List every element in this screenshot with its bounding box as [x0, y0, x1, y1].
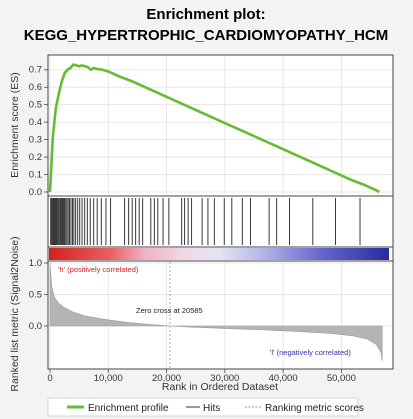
x-tick-label: 20,000 [152, 373, 181, 384]
es-tick-label: 0.0 [29, 187, 42, 198]
es-tick-label: 0.4 [29, 117, 42, 128]
metric-panel [47, 260, 394, 370]
es-axis-label: Enrichment score (ES) [9, 72, 21, 178]
metric-tick-label: 0.5 [29, 290, 42, 301]
x-tick-label: 40,000 [269, 373, 298, 384]
axis-ticks: 0.0 0.1 0.2 0.3 0.4 0.5 0.6 0.7 1.0 0.5 0.0 0 10,000… [29, 65, 356, 384]
es-tick-label: 0.3 [29, 135, 42, 146]
legend-hits-label: Hits [203, 403, 220, 414]
es-tick-label: 0.7 [29, 65, 42, 76]
x-axis-label: Rank in Ordered Dataset [162, 381, 278, 393]
es-tick-label: 0.1 [29, 170, 42, 181]
legend-enrichment-label: Enrichment profile [88, 403, 169, 414]
chart-title-line1: Enrichment plot: [146, 6, 265, 23]
legend-metric-label: Ranking metric scores [265, 403, 364, 414]
es-curve [48, 63, 380, 194]
metric-area [49, 262, 383, 368]
es-tick-label: 0.5 [29, 100, 42, 111]
rank-heatmap-bar [49, 248, 389, 260]
x-tick-label: 10,000 [94, 373, 123, 384]
negative-correlation-label: 'l' (negatively correlated) [270, 348, 351, 357]
hit-lines [50, 198, 361, 245]
legend-box [47, 397, 359, 417]
chart-title-line2: KEGG_HYPERTROPHIC_CARDIOMYOPATHY_HCM [24, 27, 388, 44]
es-tick-label: 0.6 [29, 82, 42, 93]
x-tick-label: 30,000 [210, 373, 239, 384]
metric-score-area [49, 262, 383, 361]
zero-cross-label: Zero cross at 20585 [136, 306, 203, 315]
metric-axis-label: Ranked list metric (Signal2Noise) [9, 236, 21, 391]
x-tick-label: 50,000 [327, 373, 356, 384]
positive-correlation-label: 'h' (positively correlated) [58, 265, 139, 274]
es-tick-label: 0.2 [29, 152, 42, 163]
enrichment-profile-line [48, 63, 380, 194]
metric-tick-label: 0.0 [29, 321, 42, 332]
hits-panel [47, 195, 394, 248]
metric-tick-label: 1.0 [29, 258, 42, 269]
x-tick-label: 0 [47, 373, 52, 384]
